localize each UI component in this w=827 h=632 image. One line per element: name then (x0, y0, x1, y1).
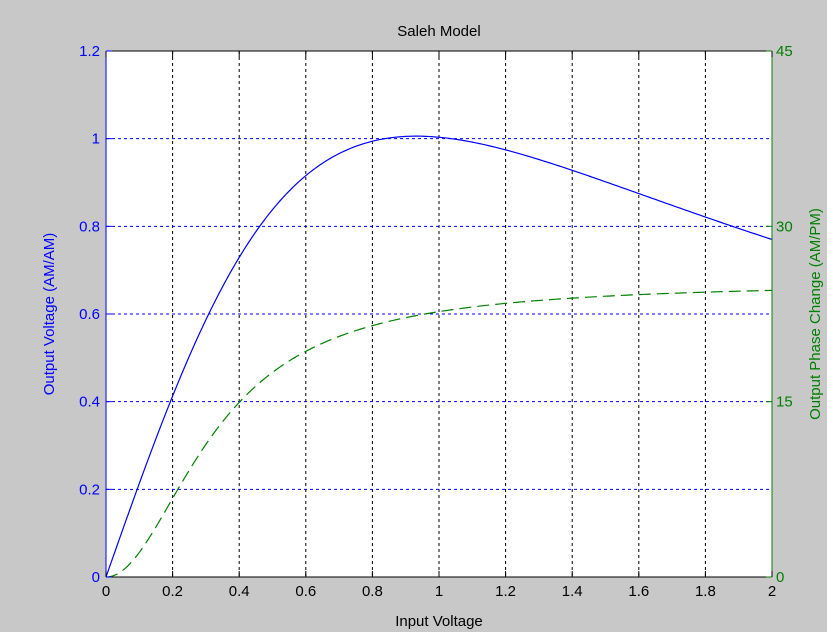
axes (105, 50, 773, 578)
x-tick-label: 1.4 (562, 583, 583, 600)
x-tick-label: 0.8 (362, 583, 383, 600)
y-left-tick-label: 0.8 (79, 218, 100, 235)
chart-title: Saleh Model (397, 23, 480, 40)
y-left-tick-label: 1 (92, 131, 100, 148)
x-tick-label: 2 (768, 583, 776, 600)
y-right-tick-label: 30 (776, 218, 793, 235)
x-tick-label: 1.2 (495, 583, 516, 600)
x-tick-label: 0.4 (229, 583, 250, 600)
y-axis-left-label: Output Voltage (AM/AM) (41, 233, 58, 396)
x-tick-label: 0.2 (162, 583, 183, 600)
y-axis-right-label: Output Phase Change (AM/PM) (807, 208, 824, 420)
y-right-tick-label: 0 (776, 569, 784, 586)
tick-labels: 0 0.2 0.4 0.6 0.8 1 1.2 1.4 1.6 1.8 200.20.40.60.8… (79, 43, 793, 600)
x-tick-label: 1.6 (628, 583, 649, 600)
grid (106, 51, 772, 577)
x-axis-label: Input Voltage (395, 613, 483, 630)
series-group (105, 135, 773, 578)
series-am-pm-line (105, 289, 773, 578)
series-am-am-line (105, 135, 773, 578)
y-left-tick-label: 0.6 (79, 306, 100, 323)
y-left-tick-label: 0.4 (79, 394, 100, 411)
x-tick-label: 1 (435, 583, 443, 600)
y-right-tick-label: 15 (776, 394, 793, 411)
x-tick-label: 0.6 (295, 583, 316, 600)
x-tick-label: 1.8 (695, 583, 716, 600)
y-left-tick-label: 0.2 (79, 481, 100, 498)
y-left-tick-label: 1.2 (79, 43, 100, 60)
y-right-tick-label: 45 (776, 43, 793, 60)
y-left-tick-label: 0 (92, 569, 100, 586)
x-tick-label: 0 (102, 583, 110, 600)
